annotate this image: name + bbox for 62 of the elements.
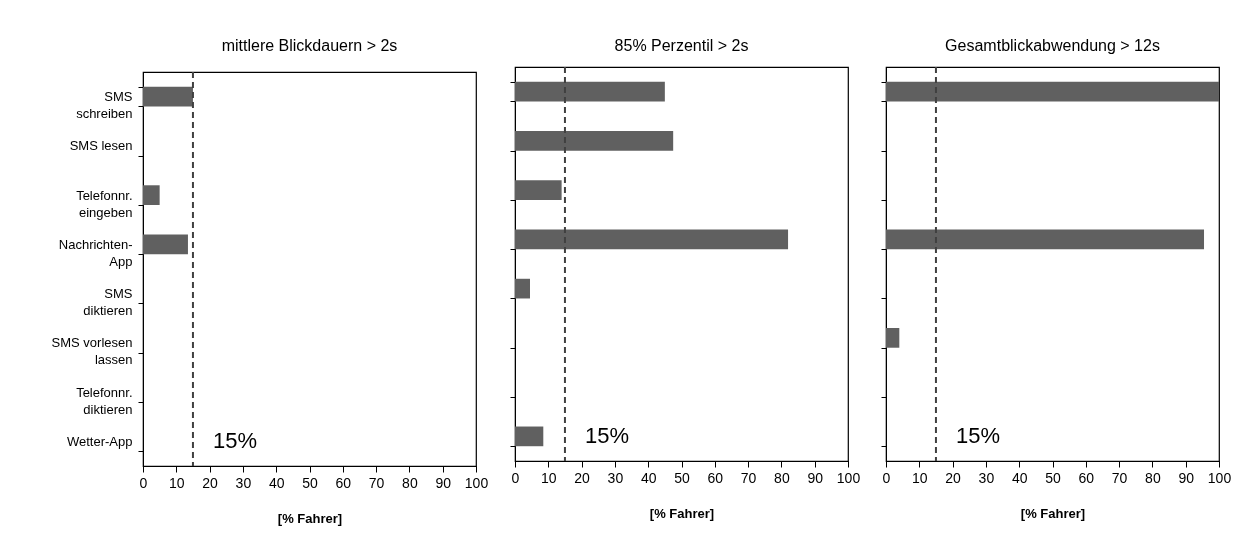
x-tick-label: 30 [978, 469, 995, 486]
bar [143, 86, 193, 107]
x-tick-label: 60 [707, 469, 724, 486]
ref-line-label: 15% [212, 428, 257, 454]
y-tick-label: SMS lesen [69, 138, 133, 154]
x-tick-label: 70 [1111, 469, 1128, 486]
bar [886, 328, 900, 348]
x-tick-label: 30 [235, 474, 252, 491]
bar [515, 278, 530, 299]
y-tick-label: SMS diktieren [83, 286, 133, 319]
chart-title: Gesamtblickabwendung > 12s [945, 37, 1160, 54]
bar [143, 185, 160, 205]
bar [515, 426, 544, 447]
x-tick-label: 10 [169, 474, 185, 491]
x-tick-label: 90 [807, 469, 824, 486]
chart-title: mittlere Blickdauern > 2s [221, 37, 398, 54]
x-tick-label: 60 [1078, 469, 1095, 486]
x-tick-label: 50 [302, 474, 318, 491]
x-tick-label: 10 [912, 469, 928, 486]
x-tick-label: 100 [464, 474, 489, 491]
x-tick-label: 80 [402, 474, 418, 491]
x-tick-label: 50 [674, 469, 690, 486]
y-tick-label: Telefonnr. eingeben [76, 187, 133, 220]
x-tick-label: 80 [774, 469, 790, 486]
bar [515, 131, 674, 151]
y-tick-label: Wetter-App [66, 433, 133, 449]
x-tick-label: 100 [1207, 469, 1232, 486]
x-axis-title: [% Fahrer] [649, 505, 715, 521]
x-axis-title: [% Fahrer] [1020, 505, 1086, 521]
x-tick-label: 20 [945, 469, 962, 486]
x-tick-label: 30 [607, 469, 624, 486]
y-tick-label: Telefonnr. diktieren [76, 384, 133, 417]
x-tick-label: 10 [541, 469, 557, 486]
bar [515, 81, 665, 102]
x-axis-title: [% Fahrer] [277, 510, 343, 526]
x-tick-label: 80 [1145, 469, 1161, 486]
y-tick-label: SMS vorlesen lassen [51, 335, 133, 368]
chart-title: 85% Perzentil > 2s [614, 37, 749, 54]
ref-line-label: 15% [955, 423, 1000, 449]
bar [515, 229, 789, 250]
bar [515, 180, 562, 200]
ref-line-label: 15% [584, 423, 629, 449]
x-tick-label: 90 [435, 474, 452, 491]
x-tick-label: 40 [1011, 469, 1028, 486]
x-tick-label: 50 [1045, 469, 1061, 486]
x-tick-label: 0 [511, 469, 520, 486]
x-tick-label: 0 [882, 469, 891, 486]
bar [886, 81, 1219, 102]
x-tick-label: 100 [836, 469, 861, 486]
x-tick-label: 40 [268, 474, 285, 491]
bar [886, 229, 1205, 250]
y-tick-label: Nachrichten- App [58, 236, 133, 269]
bar [143, 234, 188, 255]
y-tick-label: SMS schreiben [76, 89, 133, 122]
x-tick-label: 20 [574, 469, 591, 486]
x-tick-label: 70 [368, 474, 385, 491]
x-tick-label: 40 [640, 469, 657, 486]
x-tick-label: 60 [335, 474, 352, 491]
x-tick-label: 70 [740, 469, 757, 486]
x-tick-label: 90 [1178, 469, 1195, 486]
x-tick-label: 0 [139, 474, 148, 491]
x-tick-label: 20 [202, 474, 219, 491]
